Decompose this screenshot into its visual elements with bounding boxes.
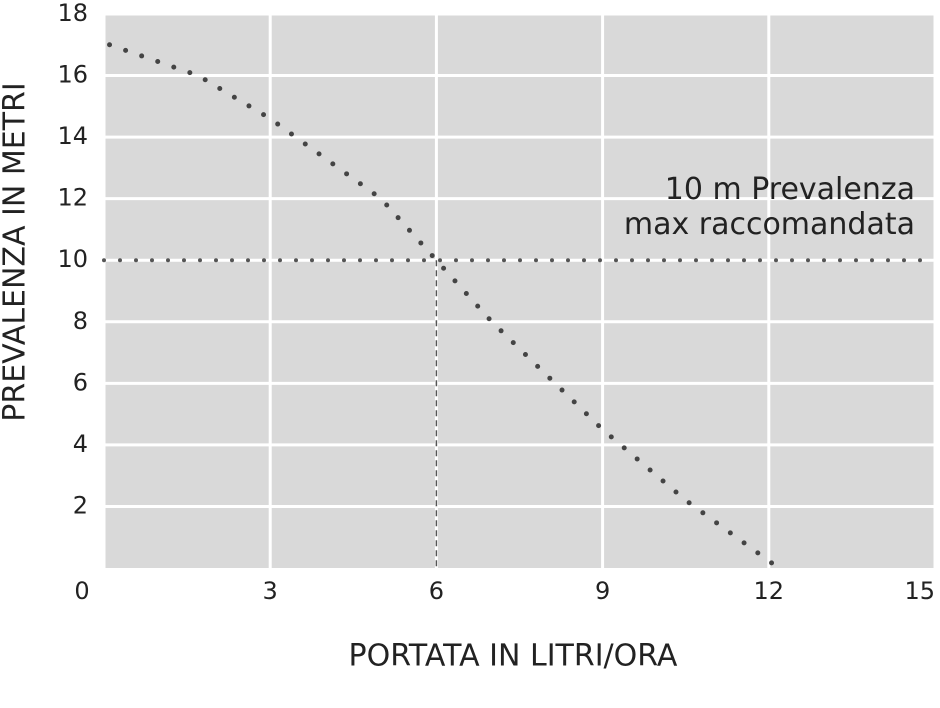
y-tick-label: 14	[57, 122, 88, 150]
y-tick-label: 10	[57, 245, 88, 273]
x-tick-label: 15	[904, 577, 935, 605]
plot-background	[104, 14, 935, 568]
y-tick-label: 18	[57, 0, 88, 27]
x-axis-label: PORTATA IN LITRI/ORA	[349, 639, 678, 674]
annotation: 10 m Prevalenza max raccomandata	[624, 172, 915, 242]
y-tick-label: 6	[73, 368, 88, 396]
x-tick-label: 9	[595, 577, 610, 605]
x-tick-label: 0	[74, 577, 89, 605]
x-tick-label: 6	[429, 577, 444, 605]
y-tick-label: 4	[73, 430, 88, 458]
y-tick-label: 12	[57, 184, 88, 212]
x-tick-label: 12	[754, 577, 785, 605]
annotation-line: max raccomandata	[624, 207, 915, 242]
x-tick-label: 3	[263, 577, 278, 605]
y-axis-label: PREVALENZA IN METRI	[0, 82, 33, 421]
y-tick-label: 8	[73, 307, 88, 335]
annotation-line: 10 m Prevalenza	[665, 172, 915, 207]
y-tick-label: 16	[57, 61, 88, 89]
y-tick-label: 2	[73, 491, 88, 519]
